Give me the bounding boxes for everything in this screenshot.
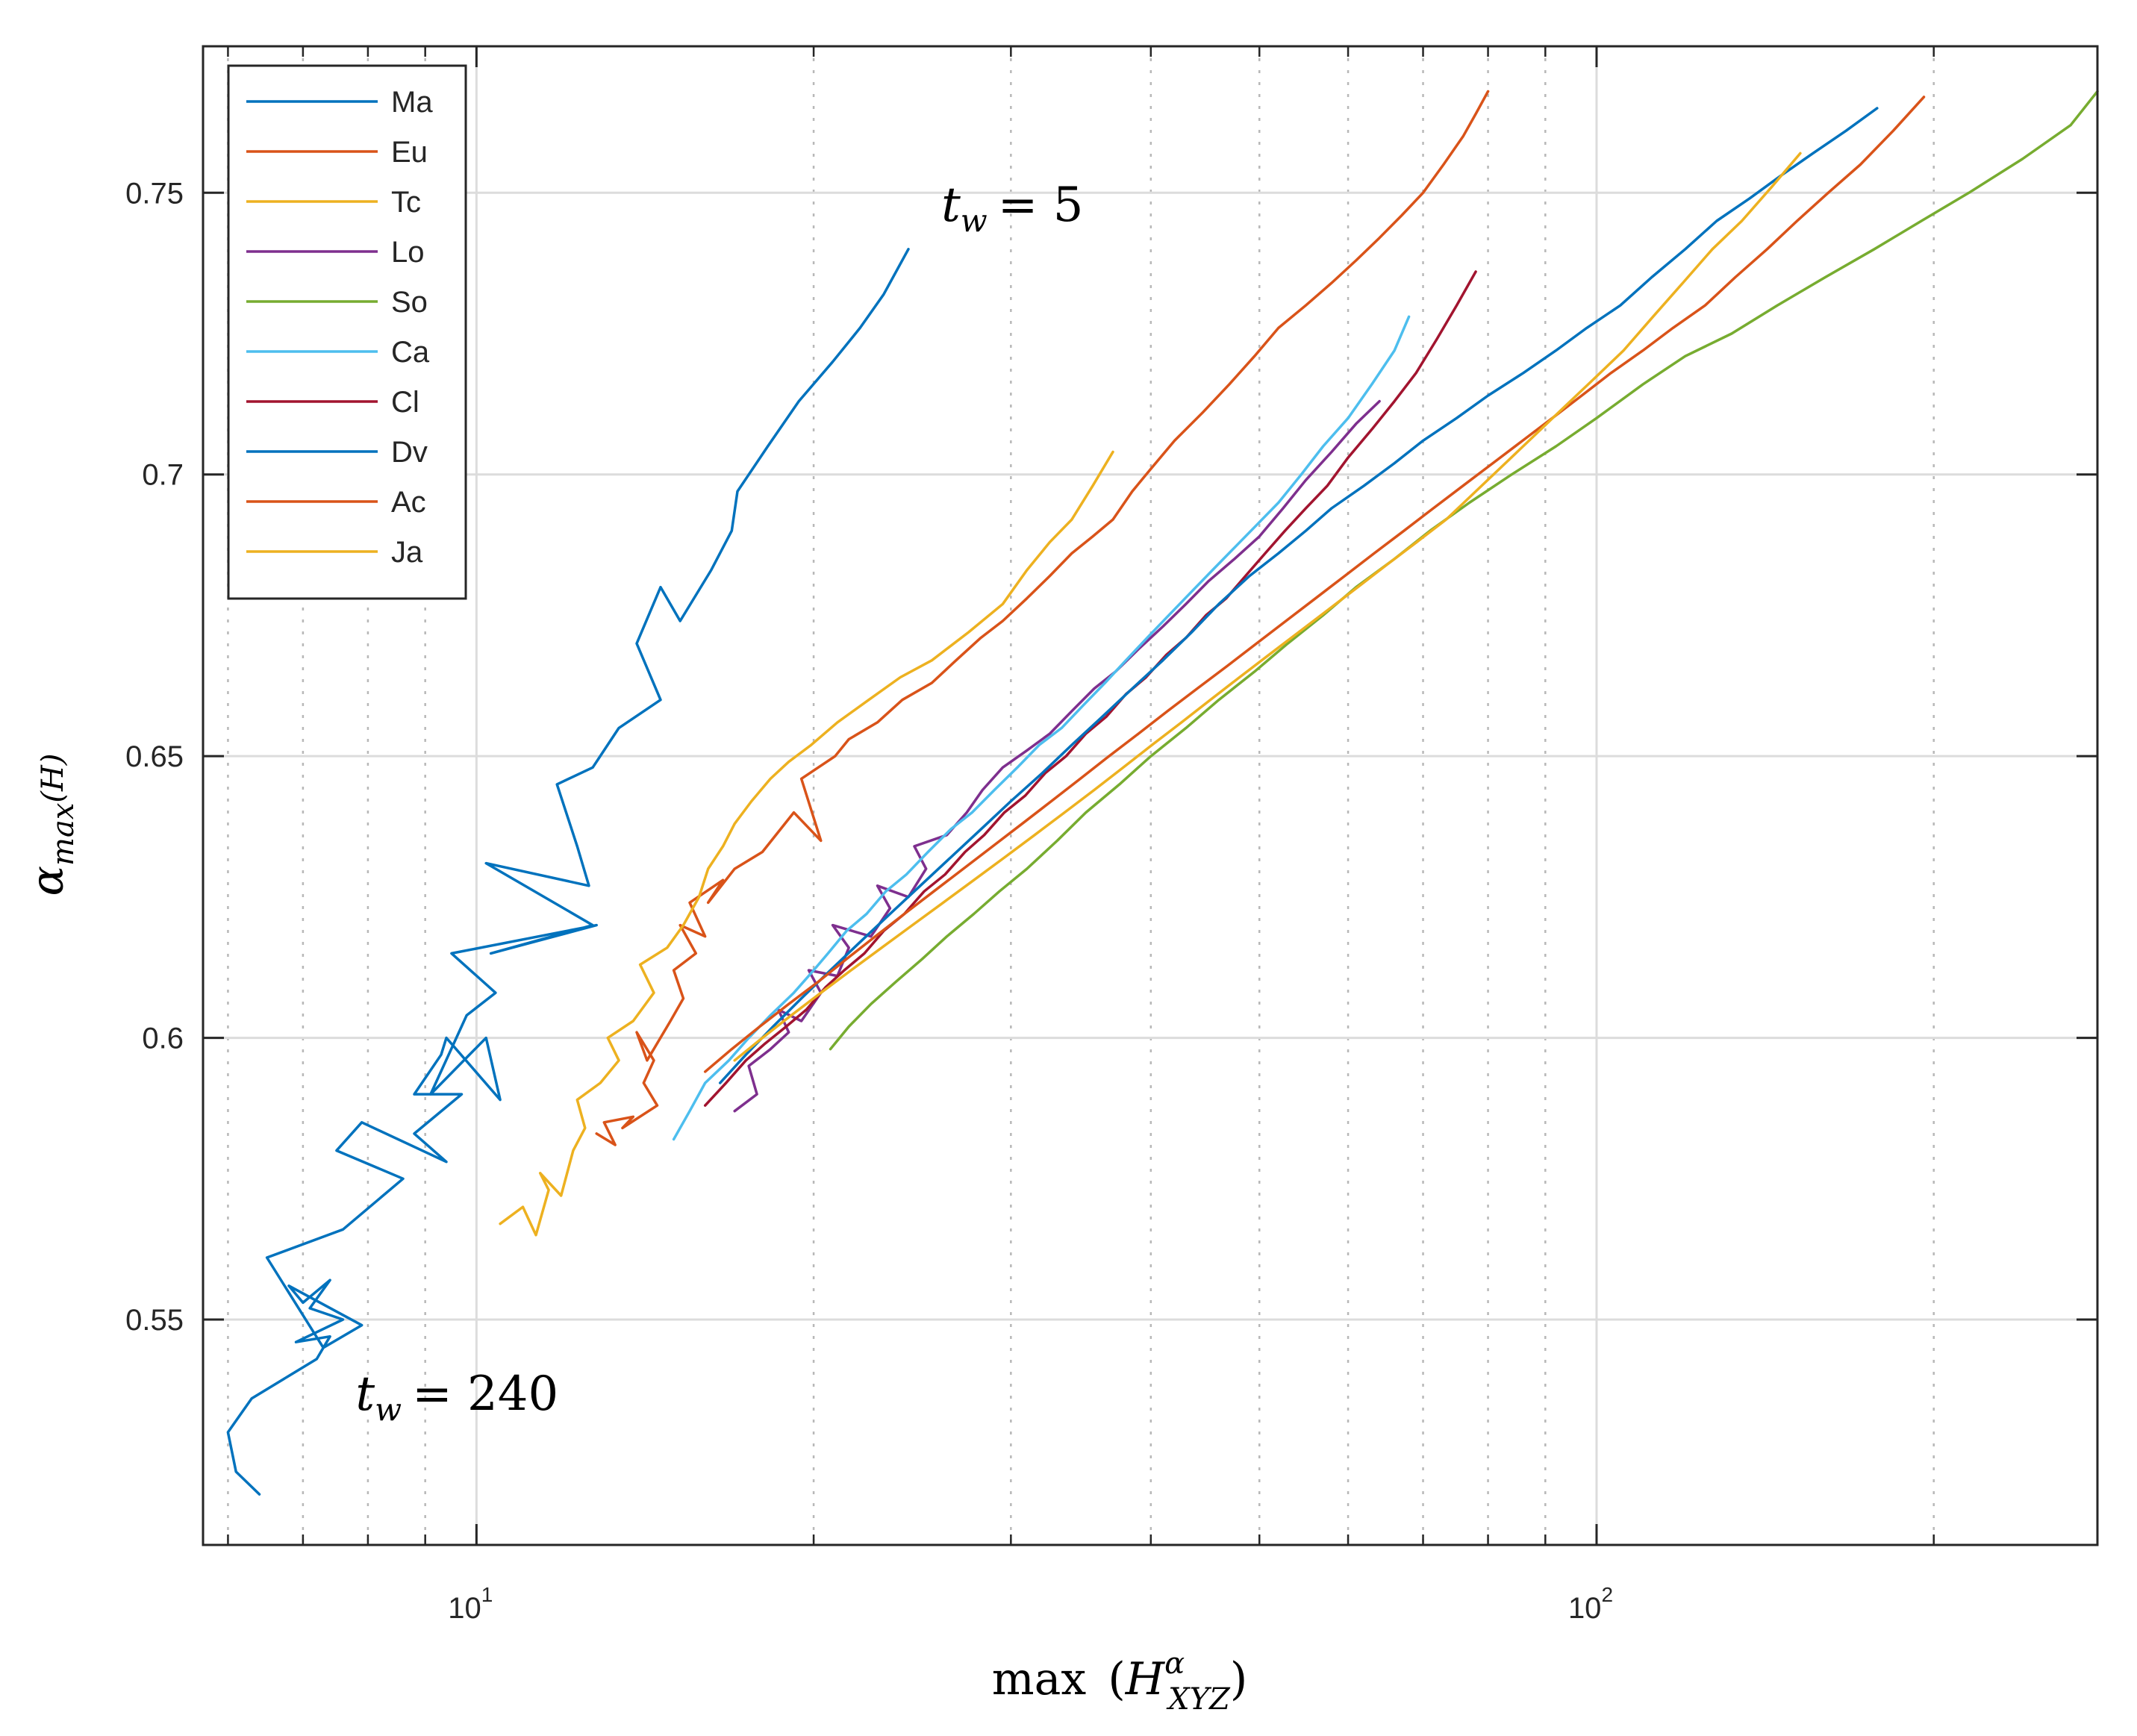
annotation-1: tw = 5 (941, 178, 1083, 239)
legend-label-tc: Tc (391, 186, 421, 219)
series-line-tc (499, 450, 1114, 1237)
annotation-value: = 240 (412, 1367, 558, 1422)
y-tick-label: 0.6 (142, 1022, 184, 1055)
series-layer (226, 90, 2099, 1496)
x-tick-exponent: 2 (1601, 1583, 1613, 1606)
annotation-var: t (355, 1367, 375, 1422)
x-tick-exponent: 1 (481, 1583, 493, 1606)
x-axis-label-close-paren: ) (1230, 1653, 1247, 1705)
x-axis-label-prefix: max (992, 1653, 1087, 1705)
x-axis-label-sup: α (1164, 1646, 1185, 1681)
legend-label-cl: Cl (391, 386, 419, 419)
y-axis-label-arg: (H) (36, 754, 70, 803)
legend-label-lo: Lo (391, 236, 425, 269)
annotation-sub: w (375, 1391, 402, 1428)
legend-label-ma: Ma (391, 86, 433, 119)
legend-label-ac: Ac (391, 486, 426, 519)
annotation-value: = 5 (998, 178, 1084, 233)
series-line-dv (718, 107, 1879, 1084)
grid (203, 46, 2097, 1545)
series-line-ac (703, 96, 1926, 1073)
legend-label-eu: Eu (391, 136, 428, 169)
series-line-ca (672, 315, 1411, 1141)
annotation-sub: w (961, 202, 988, 239)
x-axis-label-base: H (1125, 1653, 1166, 1705)
legend-box (227, 64, 467, 600)
annotation-2: tw = 240 (355, 1367, 558, 1428)
axis-ticks (203, 46, 2097, 1545)
series-line-ja (733, 152, 1802, 1062)
y-tick-label: 0.65 (125, 740, 184, 773)
x-tick-label: 101 (448, 1583, 493, 1625)
x-axis-label-open-paren: ( (1108, 1653, 1125, 1705)
x-tick-label: 102 (1568, 1583, 1613, 1625)
x-axis-label: max (Hα XYZ) (992, 1646, 1247, 1717)
legend-label-ca: Ca (391, 336, 430, 369)
x-tick-base: 10 (448, 1592, 481, 1625)
series-line-ma (226, 248, 910, 1496)
y-tick-label: 0.7 (142, 459, 184, 492)
annotations: tw = 5tw = 240 (355, 178, 1083, 1428)
legend-label-dv: Dv (391, 436, 428, 469)
legend-label-so: So (391, 286, 428, 319)
y-axis-label-sub: max (46, 803, 81, 866)
legend: Ma Eu Tc Lo So Ca Cl Dv Ac Ja (227, 64, 467, 600)
annotation-var: t (941, 178, 961, 233)
x-axis-label-sub: XYZ (1166, 1682, 1231, 1717)
y-axis-label-base: α (22, 866, 74, 896)
y-axis-label: αmax(H) (22, 754, 81, 896)
legend-label-ja: Ja (391, 536, 423, 569)
series-line-eu (595, 90, 1490, 1146)
y-tick-label: 0.75 (125, 177, 184, 210)
y-tick-label: 0.55 (125, 1304, 184, 1337)
x-tick-base: 10 (1568, 1592, 1602, 1625)
